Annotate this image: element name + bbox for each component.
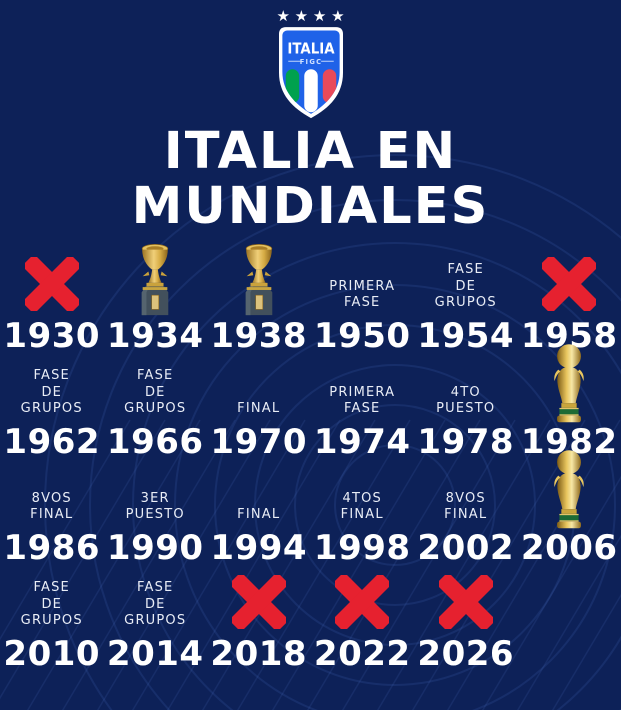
worldcup-entry-1998: 4TOS FINAL 1998 — [311, 462, 415, 568]
year-label: 2002 — [417, 528, 515, 568]
worldcup-entry-1986: 8VOS FINAL 1986 — [0, 462, 104, 568]
worldcup-entry-2010: FASE DE GRUPOS 2010 — [0, 568, 104, 674]
result-label: PRIMERA FASE — [329, 384, 396, 417]
worldcup-entry-2014: FASE DE GRUPOS 2014 — [104, 568, 208, 674]
worldcup-entry-1990: 3ER PUESTO 1990 — [104, 462, 208, 568]
year-label: 1990 — [106, 528, 204, 568]
world-cup-trophy-icon — [554, 344, 584, 423]
result-label: FASE DE GRUPOS — [124, 580, 187, 629]
worldcup-entry-1934: 1934 — [104, 244, 208, 356]
result-label: FASE DE GRUPOS — [124, 368, 187, 417]
red-x-icon — [231, 575, 286, 629]
worldcup-grid: 1930 — [0, 244, 621, 674]
year-label: 1994 — [210, 528, 308, 568]
result-label: FASE DE GRUPOS — [20, 580, 83, 629]
jules-rimet-trophy-icon — [141, 244, 169, 316]
result-label: 8VOS FINAL — [30, 490, 74, 523]
year-label: 1986 — [3, 528, 101, 568]
year-label: 1938 — [210, 316, 308, 356]
result-label: FINAL — [237, 507, 281, 523]
worldcup-entry-1974: PRIMERA FASE 1974 — [311, 356, 415, 462]
worldcup-entry-1982: 1982 — [518, 344, 621, 462]
four-stars-icon: ★ ★ ★ ★ — [276, 7, 345, 25]
year-label: 1974 — [313, 422, 411, 462]
page-title: ITALIA EN MUNDIALES — [0, 124, 621, 234]
worldcup-entry-1966: FASE DE GRUPOS 1966 — [104, 356, 208, 462]
year-label: 1962 — [3, 422, 101, 462]
worldcup-entry-1970: FINAL 1970 — [207, 356, 311, 462]
result-label: FASE DE GRUPOS — [20, 368, 83, 417]
year-label: 1934 — [106, 316, 204, 356]
worldcup-entry-1930: 1930 — [0, 250, 104, 356]
year-label: 1950 — [313, 316, 411, 356]
title-line-1: ITALIA EN — [163, 122, 458, 181]
year-label: 2026 — [417, 634, 515, 674]
world-cup-trophy-icon — [554, 450, 584, 529]
year-label: 2022 — [313, 634, 411, 674]
red-x-icon — [438, 575, 493, 629]
worldcup-entry-1938: 1938 — [207, 244, 311, 356]
result-label: 3ER PUESTO — [125, 490, 185, 523]
jules-rimet-trophy-icon — [245, 244, 273, 316]
worldcup-entry-2026: 2026 — [414, 568, 518, 674]
header: ★ ★ ★ ★ ITALIA FIGC ITALIA EN MUNDIALES — [0, 0, 621, 235]
flag-white-stripe — [303, 69, 318, 113]
year-label: 1998 — [313, 528, 411, 568]
worldcup-entry-1958: 1958 — [518, 250, 621, 356]
year-label: 2014 — [106, 634, 204, 674]
title-line-2: MUNDIALES — [131, 177, 490, 237]
worldcup-entry-1950: PRIMERA FASE 1950 — [311, 250, 415, 356]
year-label: 2010 — [3, 634, 101, 674]
result-label: PRIMERA FASE — [329, 278, 396, 311]
year-label: 1966 — [106, 422, 204, 462]
red-x-icon — [24, 257, 79, 311]
year-label: 2006 — [520, 528, 618, 568]
worldcup-entry-1962: FASE DE GRUPOS 1962 — [0, 356, 104, 462]
red-x-icon — [542, 257, 597, 311]
result-label: FASE DE GRUPOS — [434, 262, 497, 311]
figc-crest-logo: ITALIA FIGC — [278, 27, 343, 119]
red-x-icon — [335, 575, 390, 629]
worldcup-entry-1978: 4TO PUESTO 1978 — [414, 356, 518, 462]
crest-subtitle: FIGC — [299, 58, 322, 66]
year-label: 2018 — [210, 634, 308, 674]
worldcup-entry-1994: FINAL 1994 — [207, 462, 311, 568]
result-label: 4TOS FINAL — [340, 490, 384, 523]
year-label: 1954 — [417, 316, 515, 356]
year-label: 1970 — [210, 422, 308, 462]
worldcup-entry-2002: 8VOS FINAL 2002 — [414, 462, 518, 568]
crest-title: ITALIA — [287, 39, 334, 57]
year-label: 1930 — [3, 316, 101, 356]
worldcup-entry-2022: 2022 — [311, 568, 415, 674]
result-label: FINAL — [237, 401, 281, 417]
year-label: 1978 — [417, 422, 515, 462]
worldcup-entry-1954: FASE DE GRUPOS 1954 — [414, 250, 518, 356]
worldcup-entry-2006: 2006 — [518, 450, 621, 568]
result-label: 8VOS FINAL — [444, 490, 488, 523]
result-label: 4TO PUESTO — [436, 384, 496, 417]
worldcup-entry-2018: 2018 — [207, 568, 311, 674]
